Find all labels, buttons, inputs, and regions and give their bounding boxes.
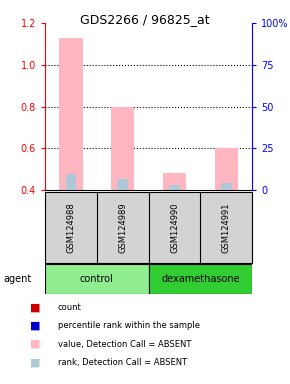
Bar xyxy=(59,38,83,190)
Bar xyxy=(163,174,186,190)
Text: GSM124988: GSM124988 xyxy=(66,202,75,253)
Text: GSM124990: GSM124990 xyxy=(170,202,179,253)
Text: ■: ■ xyxy=(30,321,40,331)
Text: dexamethasone: dexamethasone xyxy=(161,274,240,284)
Text: control: control xyxy=(80,274,114,284)
Bar xyxy=(45,264,148,294)
Bar xyxy=(111,107,134,190)
Text: GSM124991: GSM124991 xyxy=(222,202,231,253)
Bar xyxy=(66,174,76,190)
Text: ■: ■ xyxy=(30,302,40,312)
Text: GDS2266 / 96825_at: GDS2266 / 96825_at xyxy=(80,13,210,26)
Text: GSM124989: GSM124989 xyxy=(118,202,127,253)
Text: value, Detection Call = ABSENT: value, Detection Call = ABSENT xyxy=(58,339,191,349)
Bar xyxy=(148,264,252,294)
Text: agent: agent xyxy=(3,274,31,284)
Bar xyxy=(215,148,238,190)
Text: ■: ■ xyxy=(30,358,40,367)
Bar xyxy=(221,183,232,190)
Text: percentile rank within the sample: percentile rank within the sample xyxy=(58,321,200,330)
Text: rank, Detection Call = ABSENT: rank, Detection Call = ABSENT xyxy=(58,358,187,367)
Text: ■: ■ xyxy=(30,339,40,349)
Bar xyxy=(117,179,128,190)
Text: count: count xyxy=(58,303,82,312)
Bar xyxy=(169,185,180,190)
